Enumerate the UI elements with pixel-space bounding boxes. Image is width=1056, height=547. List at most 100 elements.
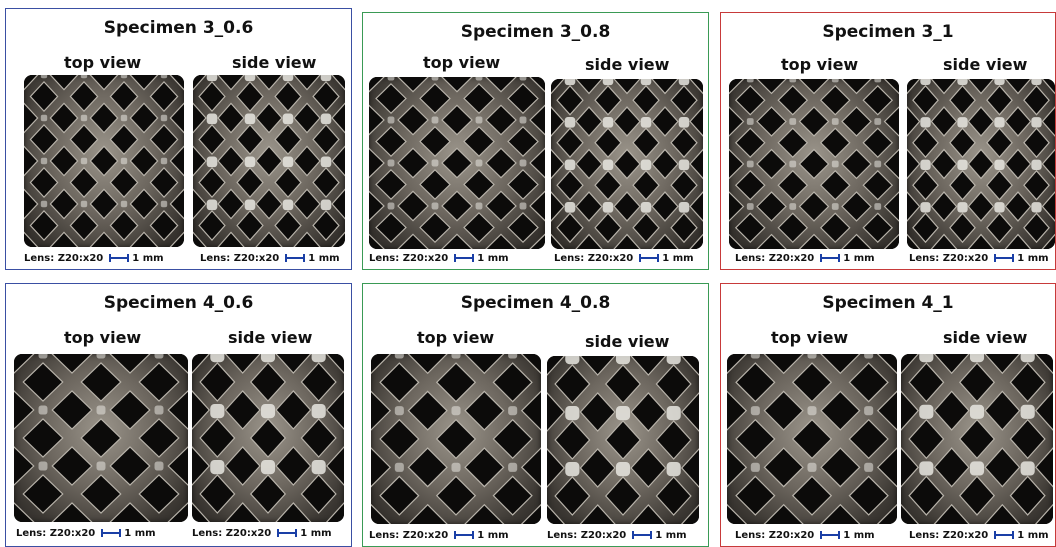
lattice-hole bbox=[883, 191, 899, 222]
lattice-hole bbox=[756, 148, 787, 180]
side-view-image bbox=[901, 354, 1053, 524]
lattice-hole bbox=[967, 148, 995, 180]
lattice-hole bbox=[579, 504, 616, 524]
lattice-hole bbox=[51, 446, 93, 486]
lattice-hole bbox=[876, 354, 897, 375]
lattice-hole bbox=[986, 212, 1013, 244]
lattice-hole bbox=[1034, 503, 1053, 524]
lattice-hole bbox=[554, 420, 591, 460]
lattice-hole bbox=[1009, 418, 1046, 460]
lattice-hole bbox=[862, 127, 894, 159]
lattice-hole bbox=[193, 188, 207, 220]
lattice-node bbox=[431, 116, 439, 124]
lattice-hole bbox=[613, 148, 641, 180]
lattice-node bbox=[475, 116, 483, 124]
scale-bar-icon bbox=[994, 531, 1015, 539]
lattice-hole bbox=[109, 166, 139, 199]
lattice-hole bbox=[727, 390, 748, 431]
lattice-hole bbox=[397, 104, 429, 136]
lattice-hole bbox=[109, 80, 139, 113]
panel-title: Specimen 4_0.6 bbox=[103, 293, 254, 313]
side-view-caption: Lens: Z20:x20 1 mm bbox=[554, 253, 694, 264]
top-view-caption: Lens: Z20:x20 1 mm bbox=[369, 530, 509, 541]
lattice-hole bbox=[507, 169, 539, 200]
lattice-drawing bbox=[192, 354, 344, 522]
lattice-node bbox=[831, 118, 839, 125]
lattice-node bbox=[789, 79, 797, 83]
lattice-hole bbox=[441, 233, 473, 249]
lattice-hole bbox=[901, 447, 920, 488]
lattice-hole bbox=[689, 79, 703, 95]
lattice-hole bbox=[492, 418, 533, 460]
top-view-caption: Lens: Z20:x20 1 mm bbox=[735, 253, 875, 264]
lattice-hole bbox=[199, 362, 236, 402]
lattice-hole bbox=[967, 106, 995, 137]
lattice-node bbox=[678, 79, 690, 86]
lattice-drawing bbox=[727, 354, 897, 524]
lattice-hole bbox=[912, 84, 939, 116]
lattice-hole bbox=[734, 212, 766, 244]
lattice-hole bbox=[1041, 79, 1055, 95]
lattice-hole bbox=[556, 212, 584, 244]
lattice-hole bbox=[655, 476, 692, 516]
lattice-node bbox=[96, 405, 106, 415]
lattice-hole bbox=[756, 191, 787, 222]
lattice-node bbox=[38, 461, 48, 471]
lattice-hole bbox=[198, 209, 226, 242]
lattice-drawing bbox=[369, 77, 545, 249]
lattice-hole bbox=[575, 106, 603, 137]
lattice-hole bbox=[331, 102, 345, 134]
lattice-hole bbox=[791, 418, 833, 460]
scale-bar-icon bbox=[285, 254, 306, 262]
lattice-node bbox=[602, 159, 614, 171]
lattice-hole bbox=[604, 420, 642, 460]
lattice-hole bbox=[492, 362, 533, 403]
lattice-drawing bbox=[371, 354, 541, 524]
lattice-hole bbox=[820, 390, 861, 431]
lattice-hole bbox=[777, 127, 809, 159]
lattice-hole bbox=[735, 475, 776, 516]
lattice-hole bbox=[325, 354, 344, 374]
lattice-hole bbox=[551, 148, 565, 180]
lattice-node bbox=[519, 116, 527, 124]
lattice-hole bbox=[930, 191, 958, 222]
lattice-hole bbox=[236, 80, 264, 113]
lattice-node bbox=[210, 354, 225, 363]
lattice-hole bbox=[651, 191, 679, 222]
lattice-hole bbox=[907, 233, 921, 249]
lattice-node bbox=[519, 202, 527, 210]
lattice-hole bbox=[224, 390, 261, 430]
lattice-node bbox=[640, 159, 652, 171]
lattice-node bbox=[38, 405, 48, 415]
lattice-node bbox=[750, 354, 760, 359]
lattice-hole bbox=[883, 148, 899, 180]
lattice-hole bbox=[1034, 390, 1053, 431]
lattice-hole bbox=[651, 79, 679, 95]
specimen-panel-3-0-6: Specimen 3_0.6 top view side view Lens: … bbox=[5, 8, 352, 270]
lattice-hole bbox=[169, 188, 184, 220]
lattice-hole bbox=[680, 356, 699, 376]
lattice-node bbox=[640, 79, 652, 86]
lattice-hole bbox=[375, 169, 407, 200]
lattice-hole bbox=[312, 209, 340, 242]
lattice-node bbox=[282, 113, 294, 125]
lattice-hole bbox=[901, 390, 920, 431]
lattice-drawing bbox=[193, 75, 345, 247]
lattice-hole bbox=[192, 502, 211, 522]
lattice-hole bbox=[51, 390, 93, 430]
lattice-node bbox=[666, 356, 681, 365]
lattice-hole bbox=[485, 104, 517, 136]
lattice-hole bbox=[507, 212, 539, 243]
lattice-hole bbox=[224, 502, 261, 522]
lattice-hole bbox=[529, 147, 545, 179]
lattice-hole bbox=[255, 75, 283, 91]
side-view-caption: Lens: Z20:x20 1 mm bbox=[909, 530, 1049, 541]
lattice-node bbox=[394, 354, 404, 359]
lattice-hole bbox=[167, 354, 188, 374]
lattice-hole bbox=[604, 364, 642, 404]
lattice-hole bbox=[1009, 362, 1046, 403]
lattice-node bbox=[920, 117, 931, 128]
panel-title: Specimen 4_1 bbox=[822, 293, 954, 313]
lattice-hole bbox=[371, 503, 392, 524]
lattice-hole bbox=[594, 84, 622, 116]
